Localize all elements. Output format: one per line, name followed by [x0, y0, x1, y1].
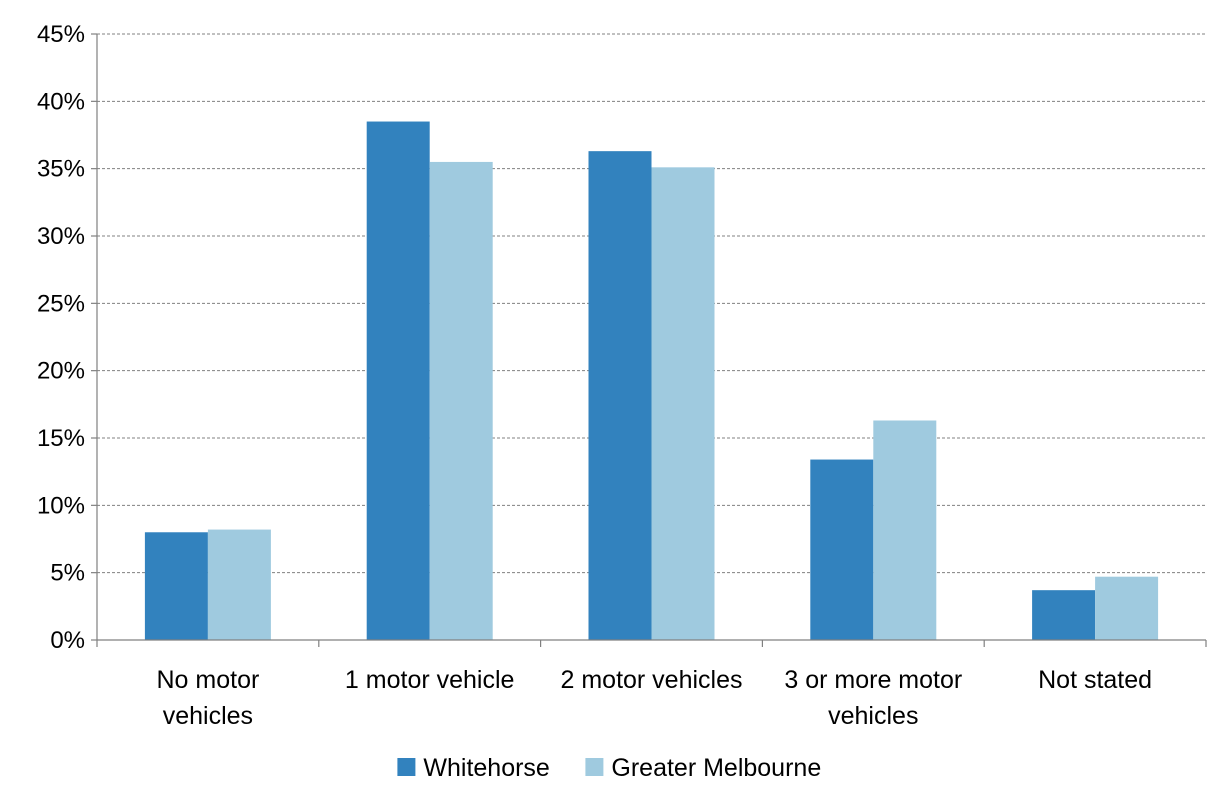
bar-whitehorse — [810, 459, 874, 640]
y-tick-label: 25% — [37, 290, 85, 317]
y-axis-ticks: 0% 5% 10% 15% 20% 25% 30% 35% 40% 45% — [37, 21, 97, 654]
x-category-label: 3 or more motor vehicles — [784, 666, 962, 730]
legend-swatch — [585, 758, 604, 776]
y-tick-label: 0% — [50, 627, 85, 654]
bars — [144, 121, 1159, 641]
bar-whitehorse — [366, 121, 430, 641]
axes — [96, 34, 1207, 647]
x-category-label: 2 motor vehicles — [560, 666, 742, 694]
legend-swatch — [397, 758, 416, 776]
y-tick-label: 10% — [37, 492, 85, 519]
y-tick-label: 30% — [37, 223, 85, 250]
y-tick-label: 45% — [37, 21, 85, 48]
bar-whitehorse — [588, 151, 652, 640]
bar-whitehorse — [144, 532, 208, 640]
legend-label: Whitehorse — [423, 754, 549, 782]
y-tick-label: 20% — [37, 358, 85, 385]
x-category-label: 1 motor vehicle — [345, 666, 515, 694]
legend: Whitehorse Greater Melbourne — [397, 754, 821, 782]
y-tick-label: 5% — [50, 560, 85, 587]
bar-whitehorse — [1032, 590, 1096, 640]
y-tick-label: 40% — [37, 88, 85, 115]
bar-greater-melbourne — [1095, 576, 1159, 640]
bar-greater-melbourne — [873, 420, 937, 640]
bar-greater-melbourne — [429, 161, 493, 640]
x-axis-labels: No motor vehicles 1 motor vehicle 2 motor v… — [156, 666, 1152, 730]
x-category-label: No motor vehicles — [156, 666, 259, 730]
y-tick-label: 35% — [37, 156, 85, 183]
bar-greater-melbourne — [207, 529, 271, 640]
bar-greater-melbourne — [651, 167, 715, 640]
y-tick-label: 15% — [37, 425, 85, 452]
legend-label: Greater Melbourne — [611, 754, 821, 782]
x-category-label: Not stated — [1038, 666, 1152, 694]
